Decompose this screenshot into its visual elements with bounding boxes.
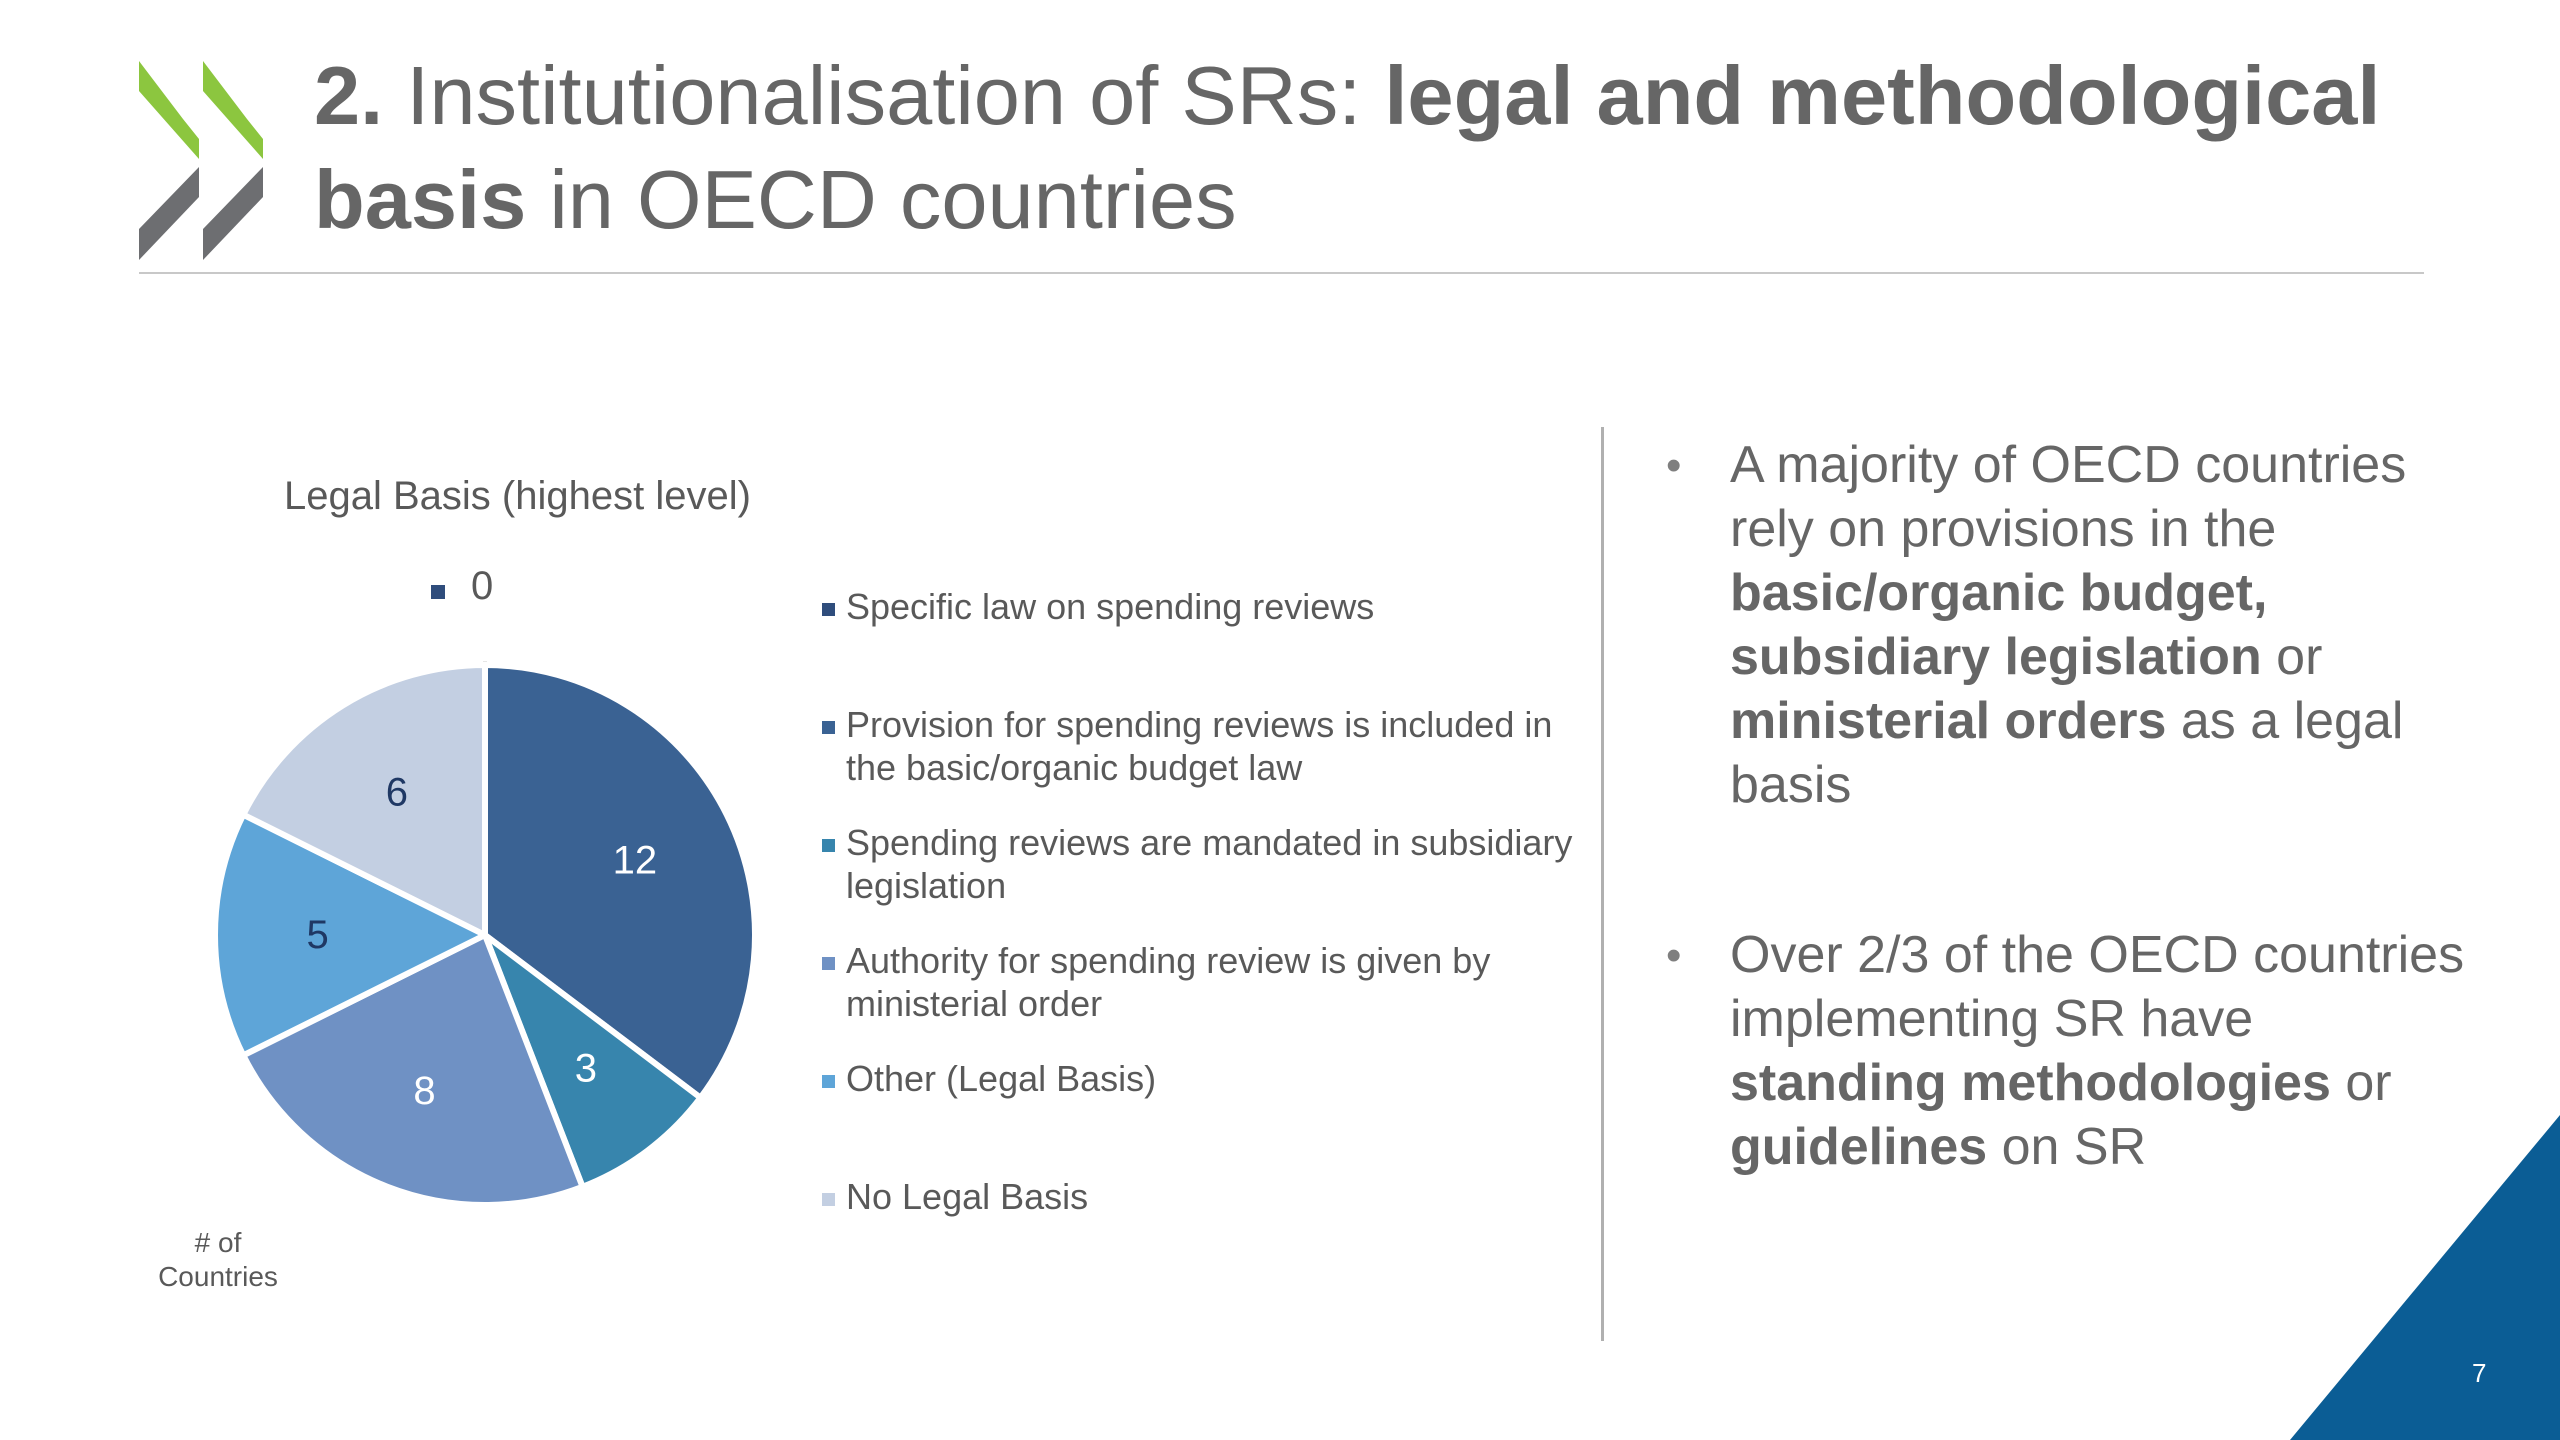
- title-underline-rule: [139, 272, 2424, 274]
- title-bold-1: legal and methodological: [1384, 49, 2381, 142]
- legend-item: No Legal Basis: [822, 1175, 1582, 1218]
- legend-swatch: [822, 1075, 835, 1088]
- pie-slice-provision-for-spending-reviews-is-included-in-the-basic-organic-budget-law: [482, 662, 758, 1101]
- pie-chart: 0 12 3 8 5 6: [212, 564, 758, 1208]
- legend-item: Provision for spending reviews is includ…: [822, 703, 1582, 789]
- data-label-marker-specific-law-on-spending-reviews: [431, 585, 445, 599]
- logo-chevron-grey-right: [203, 167, 263, 260]
- pie-slice-spending-reviews-are-mandated-in-subsidiary-legislation: [482, 932, 704, 1190]
- bullet-dot-icon: •: [1666, 441, 1682, 490]
- data-label-no-legal-basis: 6: [386, 771, 408, 815]
- legend-swatch: [822, 721, 835, 734]
- title-bold-2: basis: [314, 153, 527, 246]
- pie-slice-authority-for-spending-review-is-given-by-ministerial-order: [240, 932, 586, 1208]
- pie-slice-no-legal-basis: [240, 662, 488, 938]
- bullet-emphasis: ministerial orders: [1730, 692, 2167, 750]
- logo-chevron-green-left: [139, 61, 199, 159]
- bullet-run: on SR: [1987, 1118, 2147, 1176]
- bullet-item: • A majority of OECD countries rely on pr…: [1660, 433, 2480, 817]
- bullet-run: as a legal basis: [1730, 692, 2404, 814]
- legend-label: No Legal Basis: [846, 1176, 1089, 1217]
- legend-swatch: [822, 603, 835, 616]
- bullet-run: or: [2330, 1054, 2392, 1112]
- slide-title: 2. Institutionalisation of SRs: legal an…: [314, 44, 2494, 252]
- bullet-dot-icon: •: [1666, 931, 1682, 980]
- legend-swatch: [822, 1193, 835, 1206]
- legend-item: Specific law on spending reviews: [822, 585, 1582, 628]
- oecd-logo-chevrons: [139, 61, 263, 260]
- legend-item: Authority for spending review is given b…: [822, 939, 1582, 1025]
- bullet-emphasis: basic/organic budget, subsidiary legisla…: [1730, 564, 2268, 686]
- bullet-item: • Over 2/3 of the OECD countries implemen…: [1660, 923, 2480, 1179]
- data-label-spending-reviews-are-mandated-in-subsidiary-legislation: 3: [575, 1047, 597, 1091]
- legend-label: Specific law on spending reviews: [846, 586, 1375, 627]
- bullet-emphasis: guidelines: [1730, 1118, 1988, 1176]
- title-text-2: in OECD countries: [549, 153, 1237, 246]
- bullet-text: A majority of OECD countries rely on pro…: [1730, 433, 2480, 817]
- title-number: 2.: [314, 49, 384, 142]
- pie-slice-other-legal-basis: [212, 811, 488, 1059]
- legend-label: Provision for spending reviews is includ…: [846, 704, 1553, 788]
- logo-chevron-grey-left: [139, 167, 199, 260]
- legend-swatch: [822, 839, 835, 852]
- legend-label: Spending reviews are mandated in subsidi…: [846, 822, 1573, 906]
- logo-chevron-green-right: [203, 61, 263, 159]
- bullet-text: Over 2/3 of the OECD countries implement…: [1730, 923, 2480, 1179]
- legend-swatch: [822, 957, 835, 970]
- corner-triangle-decoration: [2290, 1115, 2560, 1440]
- vertical-divider: [1601, 427, 1604, 1341]
- data-label-other-legal-basis: 5: [306, 913, 328, 957]
- legend-label: Other (Legal Basis): [846, 1058, 1157, 1099]
- data-label-specific-law-on-spending-reviews: 0: [471, 564, 493, 608]
- title-text-1: Institutionalisation of SRs:: [406, 49, 1362, 142]
- legend-label: Authority for spending review is given b…: [846, 940, 1491, 1024]
- unit-note: # of Countries: [158, 1227, 278, 1292]
- legend-item: Spending reviews are mandated in subsidi…: [822, 821, 1582, 907]
- data-label-provision-for-spending-reviews-is-included-in-the-basic-organic-budget-law: 12: [613, 838, 658, 882]
- chart-title: Legal Basis (highest level): [284, 474, 751, 518]
- page-number: 7: [2472, 1358, 2487, 1388]
- legend-item: Other (Legal Basis): [822, 1057, 1582, 1100]
- bullet-run: Over 2/3 of the OECD countries implement…: [1730, 926, 2465, 1048]
- bullet-run: A majority of OECD countries rely on pro…: [1730, 436, 2407, 558]
- bullet-run: or: [2261, 628, 2323, 686]
- bullet-emphasis: standing methodologies: [1730, 1054, 2331, 1112]
- data-label-authority-for-spending-review-is-given-by-ministerial-order: 8: [413, 1069, 435, 1113]
